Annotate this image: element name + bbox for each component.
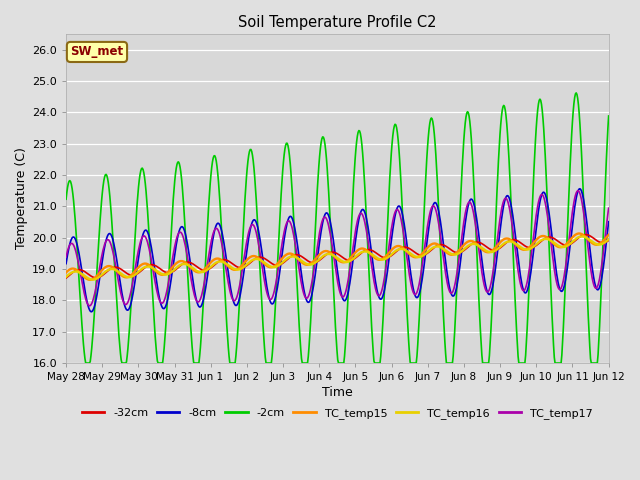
Title: Soil Temperature Profile C2: Soil Temperature Profile C2 (238, 15, 436, 30)
X-axis label: Time: Time (322, 386, 353, 399)
Text: SW_met: SW_met (70, 46, 124, 59)
Y-axis label: Temperature (C): Temperature (C) (15, 147, 28, 250)
Legend: -32cm, -8cm, -2cm, TC_temp15, TC_temp16, TC_temp17: -32cm, -8cm, -2cm, TC_temp15, TC_temp16,… (77, 404, 597, 423)
